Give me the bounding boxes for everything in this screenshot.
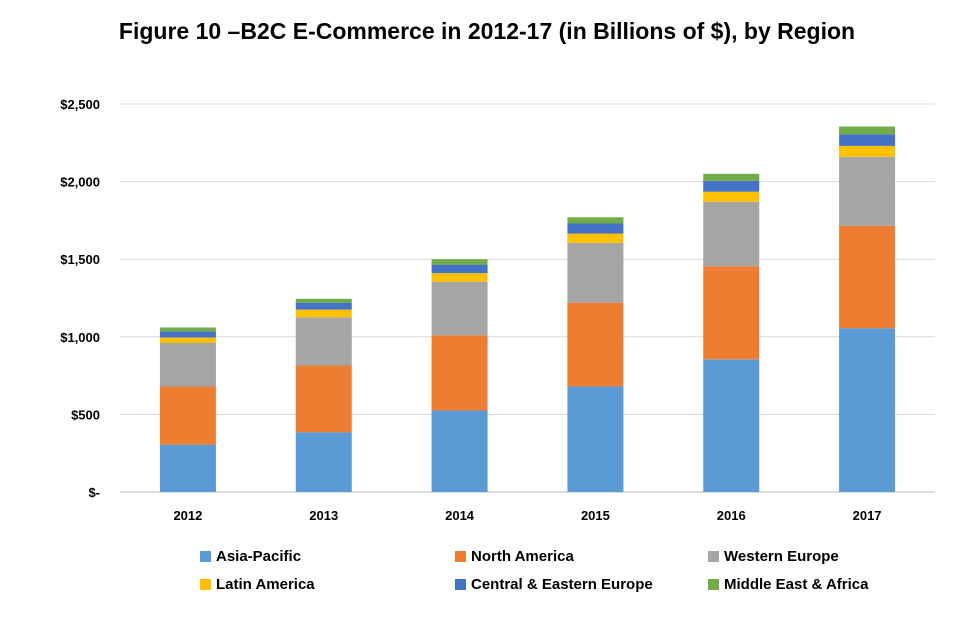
x-tick-label: 2015 (581, 508, 610, 523)
bar-segment (567, 242, 624, 303)
legend-label: Central & Eastern Europe (471, 576, 653, 593)
bar-segment (839, 225, 896, 329)
bar-segment (431, 259, 488, 265)
y-tick-label: $- (88, 485, 100, 500)
bar-segment (703, 191, 760, 202)
bar-segment (703, 180, 760, 192)
x-tick-label: 2017 (853, 508, 882, 523)
bar-segment (295, 298, 352, 303)
legend-label: Western Europe (724, 548, 839, 565)
bar-segment (567, 302, 624, 387)
legend-swatch (200, 579, 211, 590)
y-axis-ticks: $- $500 $1,000 $1,500 $2,000 $2,500 (60, 97, 100, 500)
legend-swatch (708, 551, 719, 562)
bar-segment (567, 233, 624, 243)
bar-segment (431, 281, 488, 336)
legend-swatch (200, 551, 211, 562)
bar-segment (295, 432, 352, 492)
bar-segment (295, 317, 352, 366)
bar-segment (567, 223, 624, 234)
bar-segment (703, 201, 760, 267)
legend-swatch (455, 551, 466, 562)
bars (159, 126, 896, 492)
bar-segment (159, 327, 216, 332)
y-tick-label: $1,000 (60, 330, 100, 345)
y-tick-label: $500 (71, 407, 100, 422)
bar-segment (839, 134, 896, 146)
bar-segment (839, 156, 896, 226)
x-tick-label: 2016 (717, 508, 746, 523)
x-tick-label: 2013 (309, 508, 338, 523)
bar-segment (295, 302, 352, 310)
x-axis-ticks: 2012 2013 2014 2015 2016 2017 (173, 508, 881, 523)
bar-segment (703, 266, 760, 360)
legend-label: North America (471, 548, 574, 565)
legend-item: Middle East & Africa (708, 576, 868, 593)
bar-segment (431, 335, 488, 411)
legend-label: Middle East & Africa (724, 576, 869, 593)
bar-segment (159, 343, 216, 387)
bar-segment (703, 359, 760, 492)
legend-item: Western Europe (708, 548, 839, 565)
legend-label: Latin America (216, 576, 315, 593)
legend-swatch (455, 579, 466, 590)
bar-segment (295, 365, 352, 433)
bar-segment (703, 173, 760, 181)
legend-item: Asia-Pacific (200, 548, 301, 565)
legend-item: North America (455, 548, 574, 565)
bar-segment (159, 386, 216, 445)
bar-segment (431, 410, 488, 492)
x-tick-label: 2014 (445, 508, 475, 523)
bar-segment (159, 444, 216, 492)
bar-segment (159, 331, 216, 338)
bar-segment (431, 273, 488, 282)
bar-segment (567, 386, 624, 492)
legend-swatch (708, 579, 719, 590)
bar-segment (431, 264, 488, 274)
bar-segment (567, 217, 624, 224)
y-tick-label: $2,500 (60, 97, 100, 112)
legend-item: Central & Eastern Europe (455, 576, 653, 593)
gridlines (120, 103, 935, 493)
chart-title: Figure 10 –B2C E-Commerce in 2012-17 (in… (118, 18, 856, 44)
bar-segment (839, 126, 896, 135)
y-tick-label: $2,000 (60, 175, 100, 190)
bar-segment (295, 309, 352, 318)
legend-label: Asia-Pacific (216, 548, 302, 565)
y-tick-label: $1,500 (60, 252, 100, 267)
legend-item: Latin America (200, 576, 315, 593)
x-tick-label: 2012 (173, 508, 202, 523)
bar-segment (159, 337, 216, 344)
bar-segment (839, 328, 896, 492)
bar-segment (839, 145, 896, 157)
